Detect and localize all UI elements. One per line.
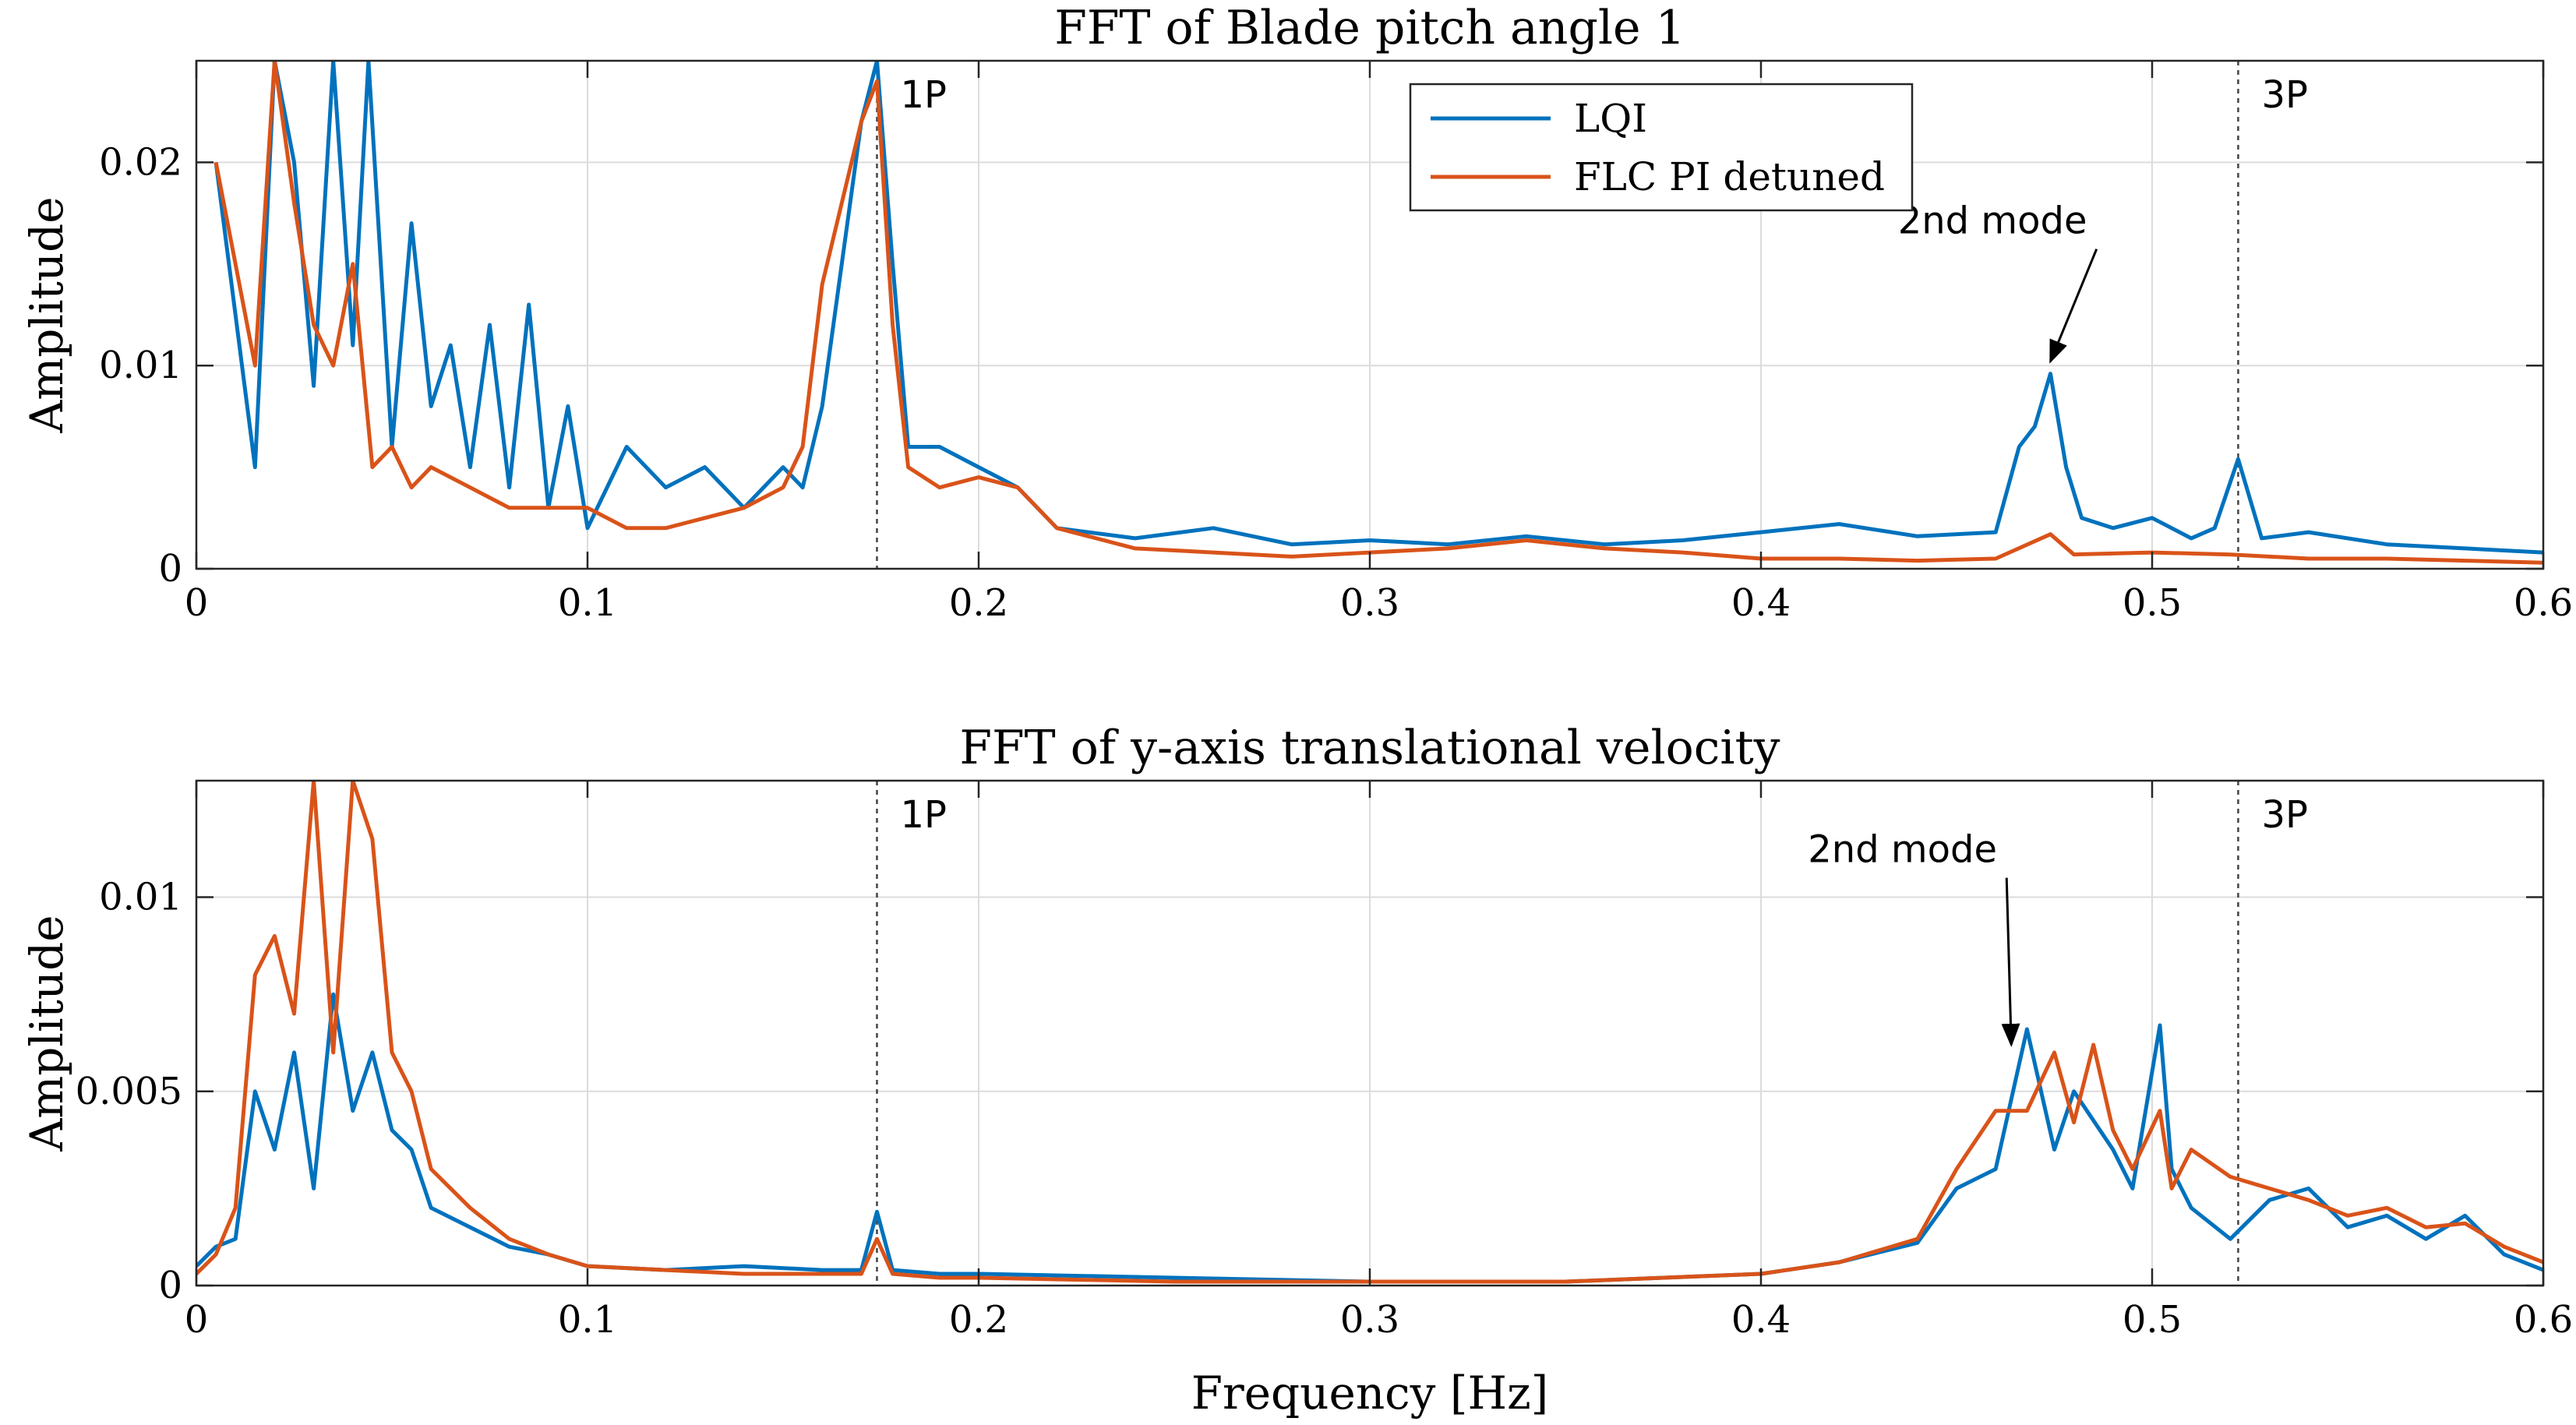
chart-2: 1P 3P 2nd mode 0 0.1 0.2 0.3 0.4 0.5 0.6 0 0.005 0.0… (20, 721, 2573, 1420)
x-tick-label: 0.4 (1731, 1298, 1791, 1342)
chart-title: FFT of Blade pitch angle 1 (1054, 1, 1685, 55)
x-tick-label: 0.6 (2514, 1298, 2573, 1342)
x-tick-label: 0.3 (1340, 581, 1399, 625)
x-tick-label: 0.1 (558, 1298, 617, 1342)
vline-label-1p: 1P (900, 793, 946, 837)
y-tick-label: 0.01 (99, 876, 182, 919)
x-tick-label: 0.3 (1340, 1298, 1399, 1342)
annotation-arrow (2049, 249, 2098, 364)
legend-label: LQI (1574, 96, 1647, 141)
annotation-2nd-mode: 2nd mode (1898, 199, 2087, 243)
x-tick-label: 0.2 (949, 1298, 1008, 1342)
y-tick-label: 0.02 (99, 140, 182, 184)
legend-box (1409, 83, 1914, 212)
annotation-2nd-mode: 2nd mode (1808, 828, 1997, 872)
y-tick-label: 0 (158, 1264, 182, 1307)
x-tick-label: 0 (185, 581, 209, 625)
x-axis-label: Frequency [Hz] (1191, 1367, 1549, 1420)
x-tick-label: 0.6 (2514, 581, 2573, 625)
series-line-lqi (196, 992, 2543, 1284)
vline-label-3p: 3P (2261, 73, 2307, 117)
series-line-flc-pi-detuned (213, 61, 2543, 565)
series-line-flc-pi-detuned (196, 781, 2543, 1284)
x-tick-label: 0.4 (1731, 581, 1791, 625)
y-tick-label: 0.005 (76, 1070, 182, 1113)
y-axis-label: Amplitude (20, 196, 73, 433)
legend-label: FLC PI detuned (1574, 154, 1885, 199)
x-tick-label: 0 (185, 1298, 209, 1342)
series-line-lqi (213, 61, 2543, 555)
vline-label-3p: 3P (2261, 793, 2307, 837)
y-tick-label: 0 (158, 547, 182, 591)
chart-title: FFT of y-axis translational velocity (959, 721, 1780, 775)
vline-label-1p: 1P (900, 73, 946, 117)
y-tick-label: 0.01 (99, 344, 182, 387)
x-tick-label: 0.5 (2123, 581, 2182, 625)
annotation-arrow (2001, 877, 2020, 1047)
x-tick-label: 0.5 (2123, 1298, 2182, 1342)
x-tick-label: 0.1 (558, 581, 617, 625)
chart-1: 1P 3P 2nd mode 0 0.1 0.2 0.3 0.4 0.5 0.6 0 0.01 0.02… (20, 1, 2573, 625)
x-tick-label: 0.2 (949, 581, 1008, 625)
y-axis-label: Amplitude (20, 915, 73, 1152)
